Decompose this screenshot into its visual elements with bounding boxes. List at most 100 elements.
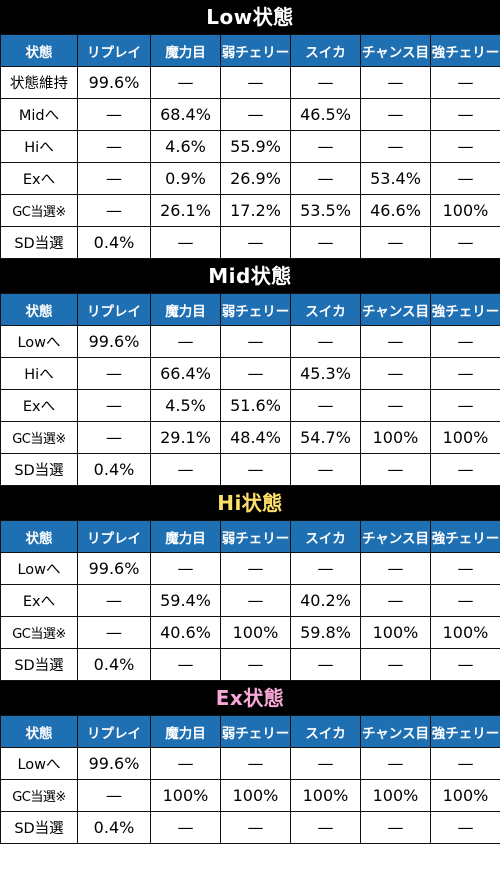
- table-cell: —: [77, 421, 151, 454]
- probability-table: 状態 リプレイ 魔力目 弱チェリー スイカ チャンス目 強チェリー Lowへ 99.6% — — — —…: [0, 293, 500, 486]
- table-cell: —: [220, 811, 291, 844]
- table-cell: 46.5%: [290, 98, 361, 131]
- probability-table: 状態 リプレイ 魔力目 弱チェリー スイカ チャンス目 強チェリー 状態維持 99.6% — — — —…: [0, 34, 500, 259]
- table-cell: —: [150, 453, 221, 486]
- row-label: Exへ: [0, 389, 78, 422]
- table-cell: —: [360, 584, 431, 617]
- table-cell: 59.8%: [290, 616, 361, 649]
- column-header: リプレイ: [77, 34, 151, 67]
- row-label: Lowへ: [0, 325, 78, 358]
- table-cell: —: [290, 648, 361, 681]
- table-cell: —: [290, 130, 361, 163]
- table-cell: —: [220, 325, 291, 358]
- section-title: Mid状態: [0, 259, 500, 293]
- table-cell: 0.4%: [77, 226, 151, 259]
- table-row: SD当選 0.4% — — — — —: [0, 811, 500, 844]
- header-row: 状態 リプレイ 魔力目 弱チェリー スイカ チャンス目 強チェリー: [0, 293, 500, 326]
- table-cell: —: [360, 98, 431, 131]
- column-header: 状態: [0, 34, 78, 67]
- table-cell: 54.7%: [290, 421, 361, 454]
- table-cell: —: [360, 811, 431, 844]
- row-label: GC当選※: [0, 779, 78, 812]
- column-header: 状態: [0, 715, 78, 748]
- table-cell: —: [360, 325, 431, 358]
- table-row: Lowへ 99.6% — — — — —: [0, 552, 500, 585]
- table-cell: —: [77, 130, 151, 163]
- table-cell: —: [150, 552, 221, 585]
- table-cell: —: [430, 226, 500, 259]
- column-header: チャンス目: [360, 293, 431, 326]
- column-header: リプレイ: [77, 715, 151, 748]
- state-transition-tables: Low状態 状態 リプレイ 魔力目 弱チェリー スイカ チャンス目 強チェリー 状態維持 99.6…: [0, 0, 500, 844]
- column-header: 状態: [0, 520, 78, 553]
- table-cell: —: [290, 811, 361, 844]
- table-cell: —: [430, 98, 500, 131]
- table-cell: —: [290, 453, 361, 486]
- column-header: スイカ: [290, 293, 361, 326]
- table-cell: —: [77, 779, 151, 812]
- table-cell: —: [150, 66, 221, 99]
- table-cell: —: [150, 226, 221, 259]
- table-cell: —: [220, 584, 291, 617]
- row-label: Hiへ: [0, 130, 78, 163]
- table-cell: —: [430, 453, 500, 486]
- table-row: Lowへ 99.6% — — — — —: [0, 747, 500, 780]
- column-header: 強チェリー: [430, 34, 500, 67]
- table-cell: —: [77, 584, 151, 617]
- table-cell: —: [430, 648, 500, 681]
- header-row: 状態 リプレイ 魔力目 弱チェリー スイカ チャンス目 強チェリー: [0, 34, 500, 67]
- table-cell: 45.3%: [290, 357, 361, 390]
- column-header: 魔力目: [150, 520, 221, 553]
- header-row: 状態 リプレイ 魔力目 弱チェリー スイカ チャンス目 強チェリー: [0, 715, 500, 748]
- table-row: GC当選※ —29.1% 48.4% 54.7% 100% 100%: [0, 421, 500, 454]
- table-cell: —: [430, 162, 500, 195]
- table-cell: —: [220, 648, 291, 681]
- column-header: 魔力目: [150, 293, 221, 326]
- table-cell: —: [290, 747, 361, 780]
- column-header: 魔力目: [150, 715, 221, 748]
- table-cell: —: [290, 162, 361, 195]
- probability-table: 状態 リプレイ 魔力目 弱チェリー スイカ チャンス目 強チェリー Lowへ 99.6% — — — —…: [0, 520, 500, 681]
- table-cell: —: [360, 130, 431, 163]
- column-header: 魔力目: [150, 34, 221, 67]
- section-title: Ex状態: [0, 681, 500, 715]
- column-header: 状態: [0, 293, 78, 326]
- row-label: Midへ: [0, 98, 78, 131]
- row-label: GC当選※: [0, 194, 78, 227]
- row-label: Hiへ: [0, 357, 78, 390]
- table-cell: —: [290, 226, 361, 259]
- table-cell: —: [360, 747, 431, 780]
- table-cell: 99.6%: [77, 747, 151, 780]
- table-cell: —: [430, 747, 500, 780]
- column-header: スイカ: [290, 34, 361, 67]
- section-title: Low状態: [0, 0, 500, 34]
- table-row: SD当選 0.4% — — — — —: [0, 648, 500, 681]
- table-cell: 99.6%: [77, 66, 151, 99]
- table-row: Lowへ 99.6% — — — — —: [0, 325, 500, 358]
- table-cell: —: [430, 66, 500, 99]
- column-header: 弱チェリー: [220, 715, 291, 748]
- column-header: チャンス目: [360, 520, 431, 553]
- row-label: GC当選※: [0, 421, 78, 454]
- table-cell: —: [430, 811, 500, 844]
- table-cell: —: [220, 453, 291, 486]
- table-cell: —: [430, 130, 500, 163]
- table-cell: 53.5%: [290, 194, 361, 227]
- table-cell: —: [360, 389, 431, 422]
- table-cell: —: [150, 325, 221, 358]
- table-cell: 99.6%: [77, 552, 151, 585]
- table-cell: —: [290, 325, 361, 358]
- table-cell: 100%: [220, 616, 291, 649]
- header-row: 状態 リプレイ 魔力目 弱チェリー スイカ チャンス目 強チェリー: [0, 520, 500, 553]
- table-cell: —: [220, 747, 291, 780]
- table-cell: 59.4%: [150, 584, 221, 617]
- table-cell: 53.4%: [360, 162, 431, 195]
- table-cell: —: [77, 162, 151, 195]
- table-cell: —: [430, 357, 500, 390]
- table-cell: 100%: [430, 421, 500, 454]
- table-row: Exへ —0.9% 26.9% —53.4% —: [0, 162, 500, 195]
- table-row: 状態維持 99.6% — — — — —: [0, 66, 500, 99]
- table-cell: —: [360, 552, 431, 585]
- row-label: Exへ: [0, 162, 78, 195]
- table-cell: —: [290, 389, 361, 422]
